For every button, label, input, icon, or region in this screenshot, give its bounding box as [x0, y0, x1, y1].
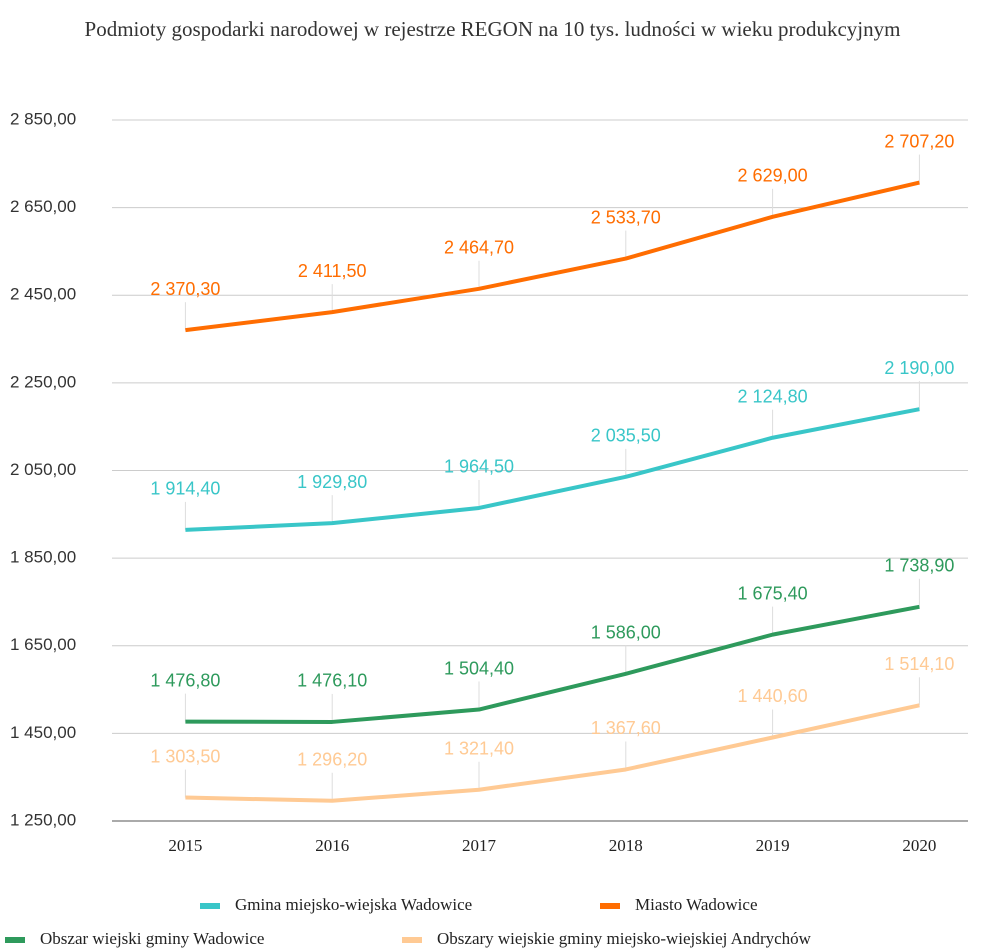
- data-label: 1 929,80: [297, 472, 367, 492]
- legend-swatch: [402, 937, 422, 943]
- data-label: 1 476,10: [297, 671, 367, 691]
- data-label: 1 476,80: [150, 670, 220, 690]
- y-tick-label: 2 850,00: [10, 109, 76, 128]
- legend-label: Obszary wiejskie gminy miejsko-wiejskiej…: [437, 929, 812, 948]
- x-tick-label: 2018: [609, 836, 643, 855]
- data-label: 1 914,40: [150, 479, 220, 499]
- chart-title: Podmioty gospodarki narodowej w rejestrz…: [84, 17, 901, 41]
- x-tick-label: 2019: [756, 836, 790, 855]
- data-label: 2 464,70: [444, 238, 514, 258]
- legend-label: Miasto Wadowice: [635, 895, 758, 914]
- data-label: 1 303,50: [150, 746, 220, 766]
- data-label: 1 504,40: [444, 658, 514, 678]
- data-label: 2 629,00: [738, 166, 808, 186]
- data-label: 1 296,20: [297, 750, 367, 770]
- data-label: 2 124,80: [738, 386, 808, 406]
- series-line: [185, 703, 920, 803]
- legend-swatch: [600, 903, 620, 909]
- legend-swatch: [200, 903, 220, 909]
- y-tick-label: 1 850,00: [10, 548, 76, 567]
- series-line: [185, 180, 920, 333]
- data-label: 1 321,40: [444, 738, 514, 758]
- x-tick-label: 2017: [462, 836, 497, 855]
- data-label: 1 738,90: [884, 556, 954, 576]
- series-line: [185, 604, 920, 724]
- y-tick-label: 2 450,00: [10, 285, 76, 304]
- y-tick-label: 2 650,00: [10, 197, 76, 216]
- data-label: 2 370,30: [150, 279, 220, 299]
- y-tick-label: 1 650,00: [10, 635, 76, 654]
- data-label: 2 707,20: [884, 131, 954, 151]
- data-label: 2 035,50: [591, 426, 661, 446]
- x-tick-label: 2016: [315, 836, 349, 855]
- data-label: 1 586,00: [591, 623, 661, 643]
- data-label: 1 964,50: [444, 457, 514, 477]
- x-tick-label: 2015: [168, 836, 202, 855]
- y-tick-label: 1 250,00: [10, 810, 76, 829]
- legend-swatch: [5, 937, 25, 943]
- data-label: 1 440,60: [738, 686, 808, 706]
- series-line: [185, 407, 920, 532]
- data-label: 1 675,40: [738, 583, 808, 603]
- data-label: 2 411,50: [298, 261, 367, 281]
- y-tick-label: 2 250,00: [10, 372, 76, 391]
- y-tick-label: 1 450,00: [10, 723, 76, 742]
- legend-label: Gmina miejsko-wiejska Wadowice: [235, 895, 472, 914]
- legend-label: Obszar wiejski gminy Wadowice: [40, 929, 264, 948]
- data-label: 1 367,60: [591, 718, 661, 738]
- y-tick-label: 2 050,00: [10, 460, 76, 479]
- data-label: 1 514,10: [884, 654, 954, 674]
- x-tick-label: 2020: [902, 836, 936, 855]
- data-label: 2 533,70: [591, 207, 661, 227]
- data-label: 2 190,00: [884, 358, 954, 378]
